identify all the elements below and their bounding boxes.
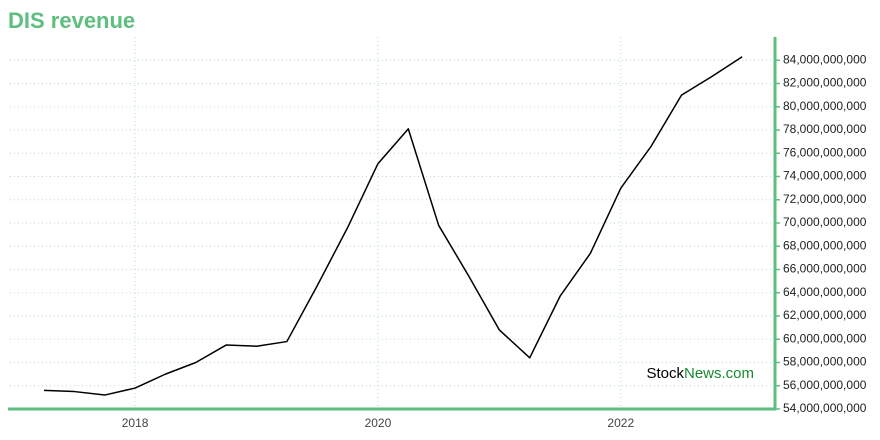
watermark-suffix: News.com bbox=[684, 365, 754, 382]
y-tick-label: 62,000,000,000 bbox=[783, 308, 867, 322]
y-tick-label: 84,000,000,000 bbox=[783, 52, 867, 66]
y-tick-label: 60,000,000,000 bbox=[783, 331, 867, 345]
y-tick-label: 54,000,000,000 bbox=[783, 401, 867, 415]
y-tick-label: 78,000,000,000 bbox=[783, 122, 867, 136]
x-tick-label: 2022 bbox=[607, 416, 634, 430]
y-tick-label: 64,000,000,000 bbox=[783, 285, 867, 299]
watermark: StockNews.com bbox=[646, 365, 754, 382]
watermark-prefix: Stock bbox=[646, 365, 684, 382]
line bbox=[43, 56, 743, 396]
x-tick-label: 2018 bbox=[122, 416, 149, 430]
x-tick-label: 2020 bbox=[365, 416, 392, 430]
y-tick-label: 68,000,000,000 bbox=[783, 238, 867, 252]
y-tick-label: 70,000,000,000 bbox=[783, 215, 867, 229]
y-tick-label: 58,000,000,000 bbox=[783, 355, 867, 369]
chart-title: DIS revenue bbox=[8, 8, 135, 33]
y-tick-label: 76,000,000,000 bbox=[783, 145, 867, 159]
y-tick-label: 56,000,000,000 bbox=[783, 378, 867, 392]
y-tick-label: 74,000,000,000 bbox=[783, 169, 867, 183]
y-tick-label: 80,000,000,000 bbox=[783, 99, 867, 113]
y-tick-label: 82,000,000,000 bbox=[783, 76, 867, 90]
y-tick-label: 72,000,000,000 bbox=[783, 192, 867, 206]
y-tick-label: 66,000,000,000 bbox=[783, 262, 867, 276]
